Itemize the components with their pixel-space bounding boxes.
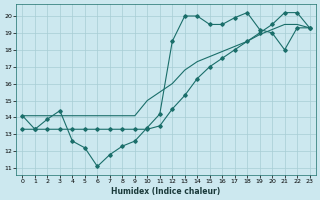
X-axis label: Humidex (Indice chaleur): Humidex (Indice chaleur) <box>111 187 221 196</box>
